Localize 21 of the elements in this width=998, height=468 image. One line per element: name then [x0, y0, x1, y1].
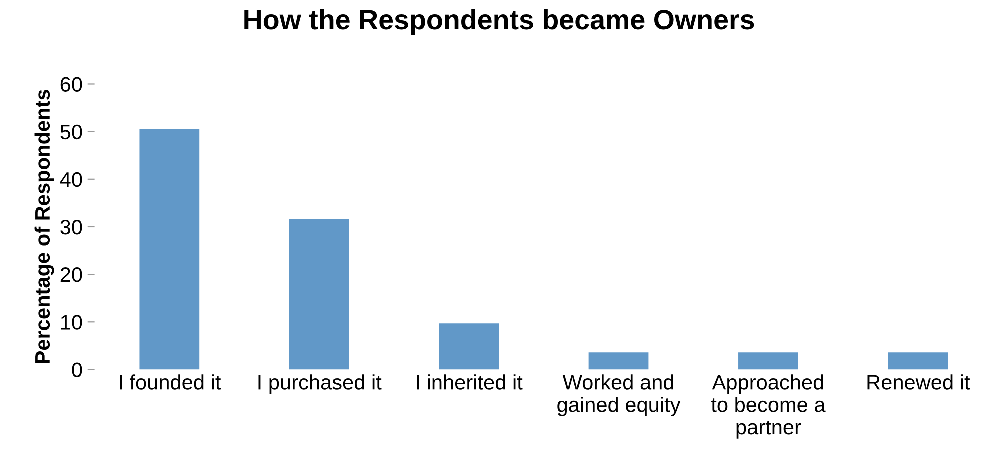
- x-tick-label: Approached to become a partner: [711, 374, 826, 439]
- y-tick-label: 50: [60, 124, 82, 140]
- bar: [588, 352, 649, 370]
- chart-title: How the Respondents became Owners: [244, 9, 754, 36]
- x-tick-label: Worked and gained equity: [558, 374, 681, 416]
- x-tick-label: I founded it: [120, 374, 222, 390]
- y-tick-label: 10: [61, 315, 82, 330]
- y-tick-label: 60: [60, 77, 82, 92]
- bar: [888, 352, 948, 370]
- bar: [738, 352, 798, 370]
- y-tick-label: 20: [60, 268, 82, 282]
- y-axis-title: Percentage of Respondents: [34, 90, 54, 364]
- y-tick-label: 30: [60, 220, 82, 235]
- y-tick-label: 0: [72, 362, 82, 378]
- x-tick-label: Renewed it: [868, 374, 970, 390]
- bar: [140, 129, 200, 370]
- bar: [289, 219, 350, 370]
- x-tick-label: I inherited it: [417, 374, 523, 390]
- bar: [439, 324, 499, 370]
- y-tick-label: 40: [60, 172, 82, 188]
- x-tick-label: I purchased it: [258, 374, 382, 394]
